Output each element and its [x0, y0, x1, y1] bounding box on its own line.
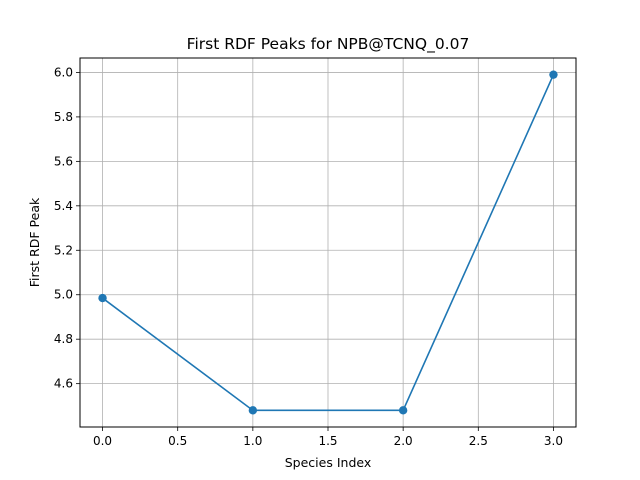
y-axis-label: First RDF Peak [27, 197, 42, 287]
x-axis-label: Species Index [285, 455, 372, 470]
x-tick-label: 2.5 [469, 434, 488, 448]
x-tick-label: 3.0 [544, 434, 563, 448]
y-tick-label: 5.0 [54, 288, 73, 302]
chart-title: First RDF Peaks for NPB@TCNQ_0.07 [187, 35, 470, 54]
data-series [98, 70, 558, 415]
data-point [549, 70, 558, 79]
data-point [98, 293, 107, 303]
data-point [248, 406, 258, 415]
grid [80, 58, 576, 427]
y-tick-label: 5.8 [54, 110, 73, 124]
data-point [398, 406, 408, 415]
y-tick-label: 5.4 [54, 199, 73, 213]
y-tick-label: 5.2 [54, 243, 73, 257]
y-tick-label: 4.6 [54, 377, 73, 391]
x-tick-label: 1.0 [243, 434, 262, 448]
y-axis-ticks: 4.6 4.8 5.0 5.2 5.4 5.6 5.8 6.0 [54, 65, 80, 391]
y-tick-label: 6.0 [54, 65, 73, 79]
x-tick-label: 2.0 [394, 434, 413, 448]
x-tick-label: 0.5 [168, 434, 187, 448]
y-tick-label: 5.6 [54, 154, 73, 168]
x-tick-label: 0.0 [93, 434, 112, 448]
x-axis-ticks: 0.0 0.5 1.0 1.5 2.0 2.5 3.0 [93, 427, 563, 448]
y-tick-label: 4.8 [54, 332, 73, 346]
x-tick-label: 1.5 [318, 434, 337, 448]
series-line [102, 74, 555, 412]
